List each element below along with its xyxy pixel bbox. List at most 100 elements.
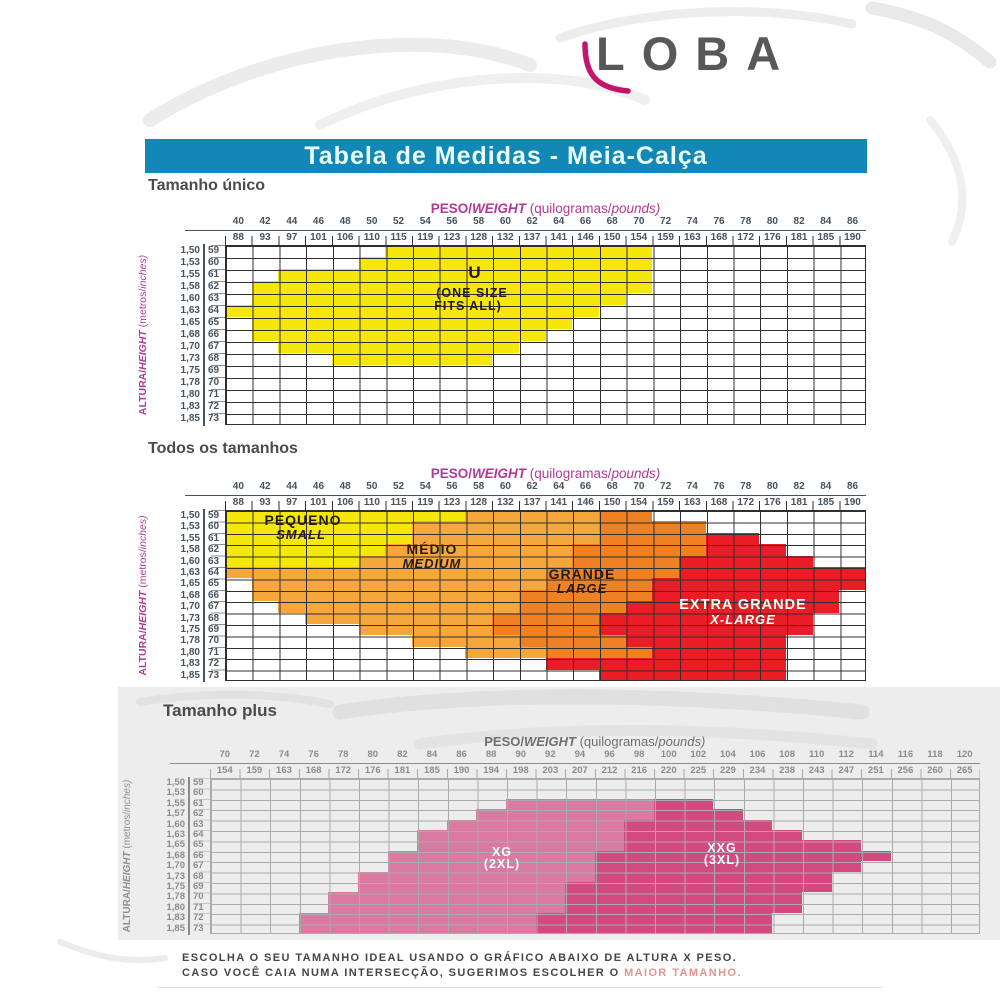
height-meters-label: 1,53 [180,257,200,268]
kilograms-axis-value: 42 [259,216,271,227]
pounds-axis-value: 137 [523,497,541,508]
kilograms-axis-value: 72 [660,216,672,227]
height-inches-label: 67 [208,341,220,352]
brand-logo: LOBA [578,26,878,96]
height-meters-label: 1,75 [180,624,200,635]
height-inches-label: 70 [208,635,220,647]
region-cells-xg-2xl [358,882,566,893]
pounds-axis-value: 159 [657,497,674,508]
footnote-text: ESCOLHA O SEU TAMANHO IDEAL USANDO O GRÁ… [182,951,742,981]
kilograms-axis-value: 66 [579,481,592,492]
region-cells-medio-medium [278,601,519,613]
height-meters-label: 1,63 [180,567,200,578]
height-meters-label: 1,73 [166,870,186,882]
footnote-line-2-prefix: CASO VOCÊ CAIA NUMA INTERSECÇÃO, SUGERIM… [182,967,625,979]
pounds-axis-value: 141 [550,497,568,508]
kilograms-axis-value: 120 [956,749,973,760]
height-axis-title-part: HEIGHT [137,590,149,631]
region-label: (2XL) [483,857,521,871]
region-cells-one-size [358,257,653,269]
pounds-axis-value: 146 [577,497,594,508]
region-label: LARGE [556,581,608,596]
kilograms-axis-value: 76 [713,216,725,227]
height-inches-label: 72 [208,401,220,412]
height-axis-title-part: (metros/ [137,549,149,591]
pounds-axis-value: 154 [630,232,648,243]
region-cells-grande-large [572,544,706,556]
height-axis-title-part: (metros/ [122,811,133,852]
pounds-axis-value: 141 [550,232,568,243]
pounds-axis-value: 115 [390,232,407,243]
height-meters-label: 1,55 [166,797,186,809]
height-axis-title-part: ALTURA/ [137,369,149,416]
pounds-axis-value: 181 [394,765,411,776]
pounds-axis-value: 110 [363,232,380,243]
size-chart-plus: PESO/WEIGHT (quilogramas/pounds) 70 72 74 76… [122,734,980,935]
pounds-axis-value: 185 [424,765,440,776]
height-meters-label: 1,55 [180,269,200,280]
pounds-axis-value: 190 [844,497,861,508]
height-inches-label: 72 [208,658,220,670]
chart-grid-area: U (ONE SIZE FITS ALL) [225,245,867,425]
pounds-axis-value: 163 [276,765,292,776]
height-axis-title-part: inches) [137,254,149,289]
region-label: XXG [707,841,737,855]
height-inches-label: 73 [193,922,204,934]
height-inches-label: 63 [208,555,220,567]
height-meters-label: 1,85 [180,669,200,681]
height-meters-label: 1,63 [166,829,186,840]
height-meters-label: 1,60 [180,555,200,567]
page-title: Tabela de Medidas - Meia-Calça [145,139,867,173]
kilograms-axis-value: 78 [337,749,349,760]
kg-lb-separator-line [185,495,867,496]
kilograms-axis-value: 42 [259,481,271,492]
height-meters-label: 1,58 [180,281,200,292]
pounds-axis-value: 247 [838,765,855,776]
kilograms-axis-value: 96 [604,749,615,760]
kilograms-axis-value: 70 [633,216,645,227]
height-axis-title-part: ALTURA/ [137,630,149,676]
kilograms-axis-value: 82 [793,216,805,227]
region-cells-medio-medium [251,578,546,590]
pounds-axis-value: 115 [390,497,407,508]
weight-axis-title-part: WEIGHT [523,734,576,749]
weight-axis-title-part: WEIGHT [471,466,526,481]
pounds-axis: 88 93 97 101 106 110 115 119 123 128 132 137 141 146 1… [225,497,866,508]
pounds-axis-value: 260 [927,765,943,776]
region-cells-grande-large [598,532,706,545]
kilograms-axis-value: 56 [446,481,458,492]
region-cells-medio-medium [465,646,546,659]
height-meters-label: 1,80 [180,389,200,400]
weight-axis-title-part: pounds) [611,201,661,216]
kilograms-axis-value: 112 [838,749,854,760]
region-cells-xg-2xl [417,840,625,851]
kilograms-axis-value: 46 [312,216,325,227]
region-cells-xxg-3xl [624,830,802,841]
height-inches-label: 60 [208,521,220,533]
weight-axis-title-part: (quilogramas/ [525,466,612,481]
kilograms-axis-value: 74 [686,216,698,227]
kilograms-axis-value: 114 [868,749,884,760]
height-inches-label: 71 [208,389,220,400]
height-axis-title-part: HEIGHT [122,851,133,890]
weight-axis-title-part: (quilogramas/ [575,734,659,749]
kilograms-axis-value: 118 [927,749,943,760]
meters-inches-divider [203,509,205,682]
region-label: (3XL) [703,853,741,867]
region-cells-medio-medium [411,521,599,533]
region-cells-medio-medium [225,567,546,579]
region-cells-one-size [225,305,599,317]
kilograms-axis-value: 94 [574,749,586,760]
region-cells-xg-2xl [506,798,654,810]
height-meters-label: 1,53 [166,787,186,799]
size-chart-one-size: PESO/WEIGHT (quilogramas/pounds) 40 42 44 46… [137,201,867,426]
height-inches-label: 59 [208,510,220,521]
kg-lb-separator-line [170,763,980,764]
region-cells-medio-medium [465,510,599,522]
pounds-axis-value: 172 [737,497,755,508]
pounds-axis-value: 132 [497,232,514,243]
kilograms-axis-value: 50 [366,481,378,492]
region-cells-xxg-3xl [565,882,832,893]
region-cells-extra-grande-xlarge [652,578,867,590]
pounds-axis-value: 119 [417,497,434,508]
